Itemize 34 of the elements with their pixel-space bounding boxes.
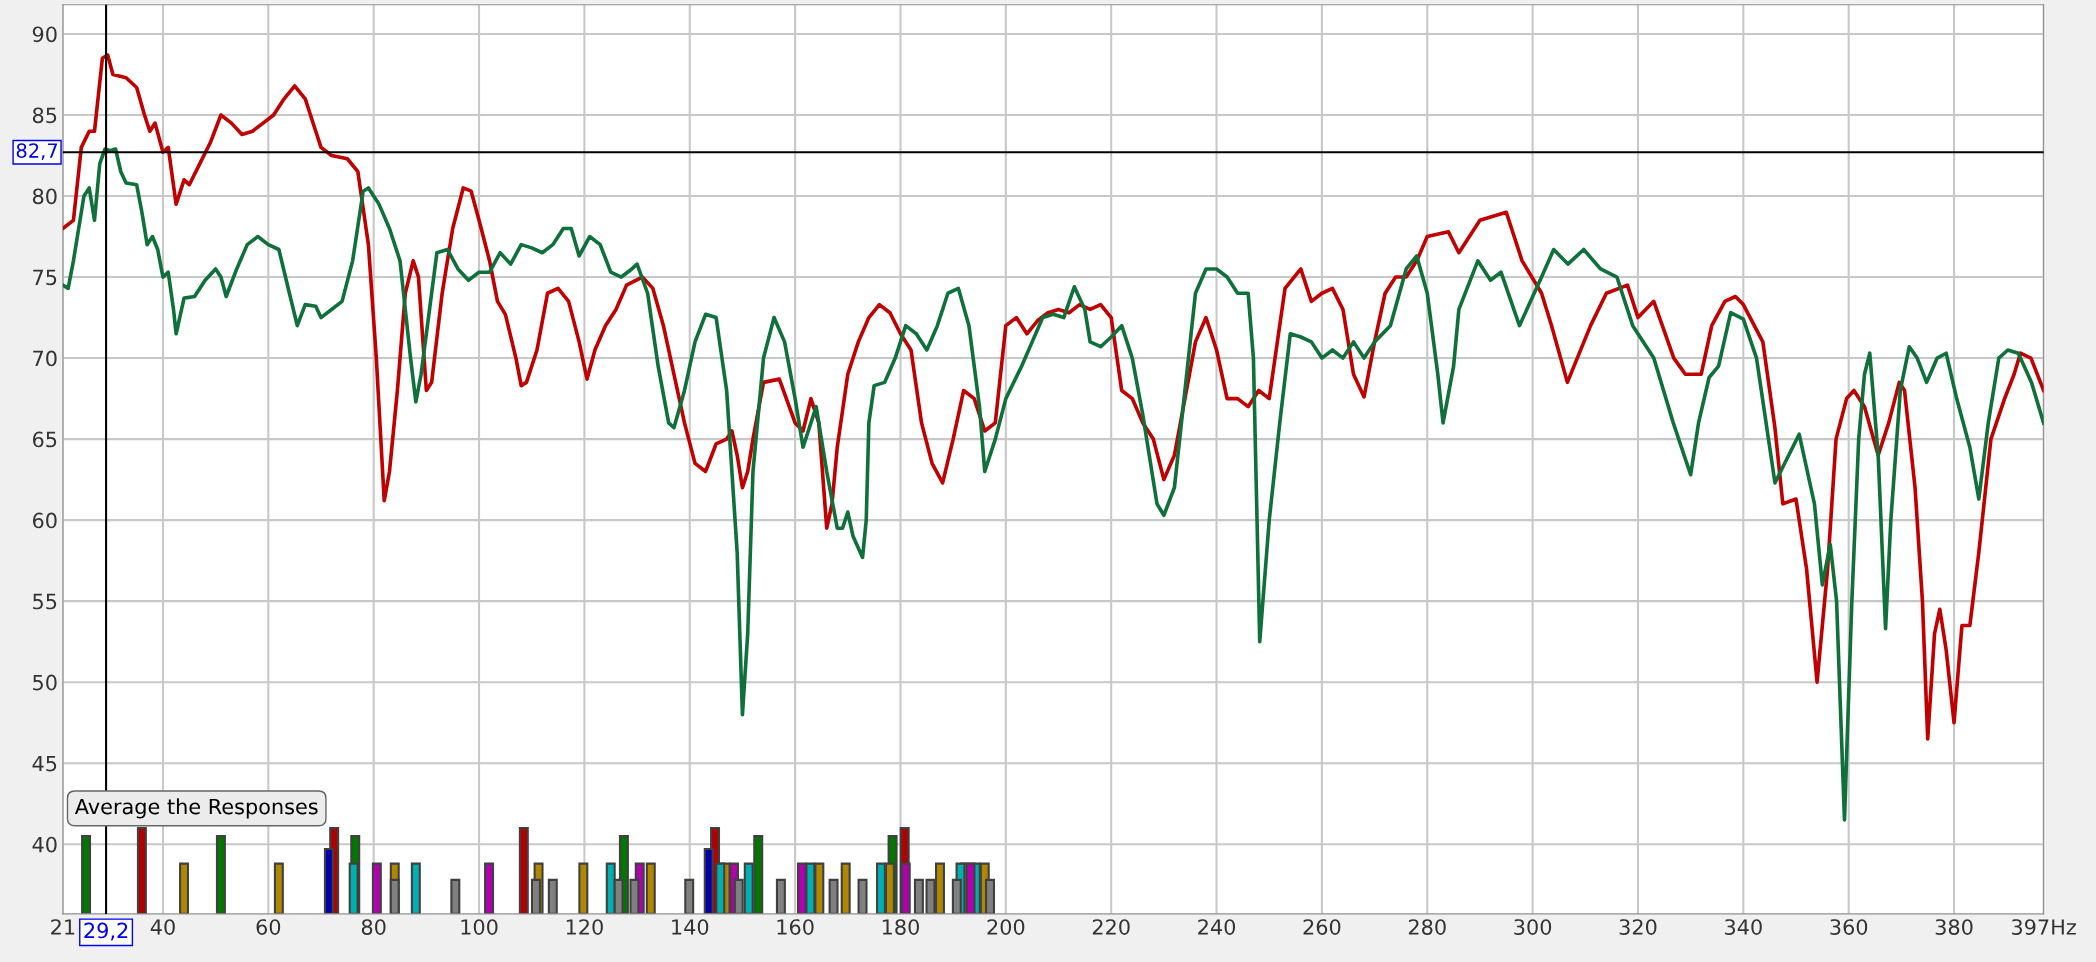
x-tick-label: 360 [1830, 919, 1868, 935]
y-tick-label: 65 [32, 431, 57, 448]
x-tick-label: 200 [987, 919, 1025, 935]
ref-line-label: 82,7 [16, 143, 58, 160]
ref-line-label: 29,2 [84, 922, 128, 941]
x-tick-label: 280 [1408, 919, 1446, 935]
y-tick-label: 85 [32, 107, 57, 124]
y-tick-label: 50 [33, 674, 57, 691]
y-tick-label: 45 [32, 755, 57, 772]
x-tick-label: 40 [150, 919, 175, 935]
annotation: Average the Responses [74, 798, 318, 819]
x-tick-label: 80 [361, 919, 386, 935]
x-tick-label: 160 [777, 919, 814, 935]
x-tick-label: 140 [672, 919, 709, 935]
y-tick-label: 70 [33, 350, 57, 367]
x-tick-label: 340 [1725, 919, 1762, 935]
x-tick-label: 320 [1619, 919, 1657, 935]
x-tick-label: 60 [256, 919, 281, 935]
x-tick-label: 180 [882, 919, 919, 935]
y-tick-label: 90 [32, 26, 57, 43]
y-tick-label: 80 [32, 188, 57, 205]
y-tick-label: 60 [32, 512, 57, 529]
x-tick-label: 21 [51, 919, 75, 935]
x-tick-label: 397Hz [2012, 919, 2076, 935]
x-tick-label: 380 [1935, 919, 1973, 935]
x-tick-label: 260 [1303, 919, 1341, 935]
x-tick-label: 220 [1092, 919, 1130, 935]
y-tick-label: 40 [32, 836, 57, 853]
x-tick-label: 300 [1514, 919, 1552, 935]
x-tick-label: 120 [566, 919, 603, 935]
x-tick-label: 240 [1198, 919, 1236, 935]
y-tick-label: 75 [33, 269, 57, 286]
y-tick-label: 55 [33, 593, 57, 610]
x-tick-label: 100 [461, 919, 498, 935]
